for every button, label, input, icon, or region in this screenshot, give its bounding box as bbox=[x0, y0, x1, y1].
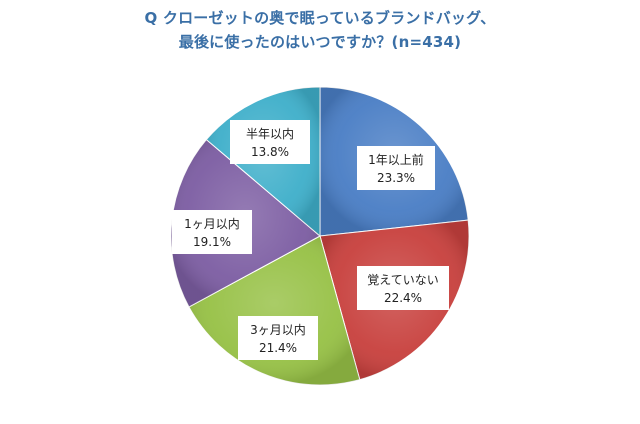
chart-title-line-2: 最後に使ったのはいつですか？(n=434) bbox=[178, 33, 462, 51]
pie-label-value: 22.4% bbox=[384, 291, 422, 305]
pie-label-value: 23.3% bbox=[377, 171, 415, 185]
pie-label-1: 1年以上前 23.3% bbox=[357, 146, 435, 190]
pie-label-box bbox=[238, 316, 318, 360]
pie-label-4: 1ヶ月以内 19.1% bbox=[172, 210, 252, 254]
pie-label-value: 13.8% bbox=[251, 145, 289, 159]
chart-title-line-1: Q クローゼットの奥で眠っているブランドバッグ、 bbox=[144, 9, 496, 27]
pie-label-5: 半年以内 13.8% bbox=[230, 120, 310, 164]
pie-label-name: 覚えていない bbox=[367, 273, 438, 287]
pie-label-name: 1年以上前 bbox=[368, 152, 424, 167]
pie-labels: 1年以上前 23.3% 覚えていない 22.4% 3ヶ月以内 21.4% 1ヶ月以内 19.1… bbox=[172, 120, 449, 360]
pie-label-3: 3ヶ月以内 21.4% bbox=[238, 316, 318, 360]
pie-label-box bbox=[357, 266, 449, 310]
pie-label-box bbox=[172, 210, 252, 254]
chart-title: Q クローゼットの奥で眠っているブランドバッグ、 最後に使ったのはいつですか？(… bbox=[0, 6, 640, 54]
pie-label-2: 覚えていない 22.4% bbox=[357, 266, 449, 310]
pie-label-box bbox=[230, 120, 310, 164]
pie-label-value: 19.1% bbox=[193, 235, 231, 249]
pie-label-name: 半年以内 bbox=[246, 127, 294, 141]
pie-label-box bbox=[357, 146, 435, 190]
pie-label-name: 1ヶ月以内 bbox=[184, 217, 240, 231]
pie-label-name: 3ヶ月以内 bbox=[250, 323, 306, 337]
pie-label-value: 21.4% bbox=[259, 341, 297, 355]
